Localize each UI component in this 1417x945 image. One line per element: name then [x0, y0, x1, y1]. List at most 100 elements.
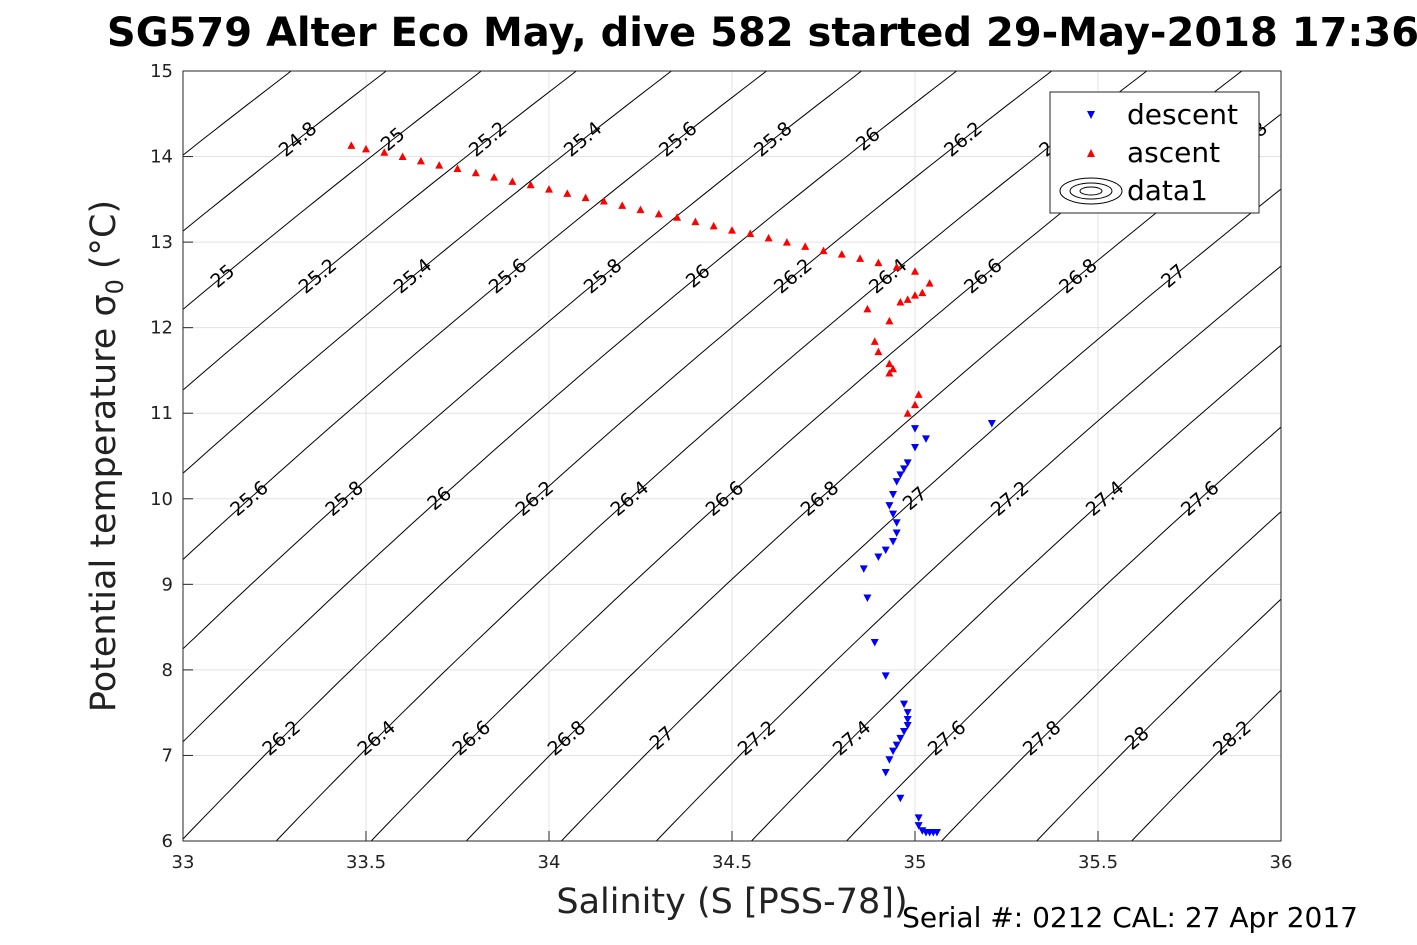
descent-point — [903, 459, 912, 467]
descent-point — [881, 672, 890, 680]
y-axis-label-subscript: 0 — [101, 279, 129, 294]
ascent-point — [581, 193, 590, 202]
ascent-point — [347, 141, 356, 149]
contour-line — [183, 71, 388, 232]
x-tick-label: 34.5 — [712, 852, 752, 873]
descent-point — [870, 639, 879, 647]
ascent-point — [508, 177, 517, 185]
ascent-point — [654, 209, 663, 218]
contour-line — [183, 71, 673, 474]
descent-point — [885, 502, 894, 510]
ascent-point — [896, 298, 905, 306]
descent-point — [863, 594, 872, 603]
x-tick-label: 35 — [904, 852, 927, 873]
descent-point — [874, 553, 883, 561]
x-tick-label: 33 — [172, 852, 195, 873]
x-axis-ticks: 33 33.5 34 34.5 35 35.5 36 — [172, 831, 1293, 873]
y-tick-label: 6 — [162, 831, 173, 852]
descent-point — [914, 822, 923, 830]
contour-line — [750, 344, 1281, 841]
ascent-point — [801, 242, 810, 250]
legend-box — [1049, 91, 1260, 214]
ascent-point — [885, 369, 894, 377]
ascent-point — [914, 390, 923, 398]
x-axis-label: Salinity (S [PSS-78]) — [556, 882, 907, 922]
contour-line — [1131, 689, 1281, 841]
ascent-point — [911, 291, 919, 299]
descent-point — [900, 700, 909, 709]
ascent-point — [903, 409, 912, 417]
legend-label-descent: descent — [1127, 98, 1238, 131]
y-tick-label: 7 — [162, 745, 173, 766]
ascent-point — [885, 359, 894, 368]
descent-point — [885, 756, 894, 764]
y-tick-label: 13 — [150, 232, 173, 253]
ascent-point — [925, 279, 934, 287]
contour-line — [183, 71, 768, 561]
contour-line — [183, 71, 958, 743]
x-tick-label: 34 — [538, 852, 561, 873]
legend: descent ascent data1 — [1049, 91, 1260, 214]
x-tick-label: 36 — [1270, 852, 1293, 873]
ascent-point — [918, 288, 927, 297]
descent-point — [896, 734, 905, 743]
ascent-point — [545, 185, 553, 193]
descent-point — [889, 491, 898, 499]
descent-point — [889, 510, 898, 519]
ascent-point — [819, 246, 828, 255]
ascent-point — [837, 250, 846, 258]
y-tick-label: 12 — [150, 318, 173, 339]
ascent-point — [416, 156, 425, 165]
descent-point — [914, 814, 923, 822]
ascent-point — [709, 221, 718, 230]
ascent-point — [874, 258, 883, 267]
ascent-point — [490, 173, 499, 181]
ascent-point — [453, 164, 462, 173]
descent-point — [896, 471, 905, 479]
descent-point — [903, 716, 912, 724]
y-tick-label: 14 — [150, 147, 173, 168]
ascent-point — [599, 197, 608, 205]
x-tick-label: 33.5 — [346, 852, 386, 873]
ascent-point — [526, 180, 535, 189]
ascent-point — [380, 148, 389, 156]
ascent-point — [673, 213, 682, 221]
ascent-point — [885, 316, 894, 325]
contour-line — [183, 71, 292, 156]
descent-point — [892, 529, 901, 537]
descent-point — [892, 478, 901, 486]
ascent-point — [746, 229, 755, 238]
ascent-point — [691, 217, 700, 226]
ascent-point — [863, 304, 872, 313]
descent-point — [859, 565, 868, 573]
descent-point — [987, 419, 996, 428]
legend-label-data1: data1 — [1127, 174, 1208, 207]
ascent-point — [764, 233, 773, 242]
descent-point — [900, 465, 909, 473]
ascent-point — [471, 168, 480, 177]
descent-point — [900, 727, 909, 736]
x-tick-label: 35.5 — [1078, 852, 1118, 873]
ascent-point — [889, 364, 898, 373]
ascent-point — [362, 144, 370, 153]
ascent-point — [874, 347, 883, 356]
contour-line — [655, 265, 1281, 841]
y-tick-label: 15 — [150, 61, 173, 82]
legend-marker-contour-icon — [1059, 177, 1123, 205]
chart-title: SG579 Alter Eco May, dive 582 started 29… — [107, 10, 1417, 56]
descent-point — [911, 425, 919, 433]
descent-point — [892, 519, 901, 527]
y-axis-ticks: 6 7 8 9 10 11 12 13 14 15 — [150, 61, 193, 852]
contour-line — [940, 510, 1281, 841]
ascent-point — [903, 295, 912, 303]
descent-point — [921, 435, 930, 443]
contour-line — [183, 71, 483, 310]
descent-point — [932, 828, 941, 837]
y-tick-label: 11 — [150, 403, 173, 424]
y-axis-label-unit: (°C) — [84, 200, 124, 269]
y-tick-label: 8 — [162, 660, 173, 681]
ascent-point — [911, 400, 919, 409]
descent-point — [881, 546, 890, 555]
descent-point — [892, 741, 901, 750]
